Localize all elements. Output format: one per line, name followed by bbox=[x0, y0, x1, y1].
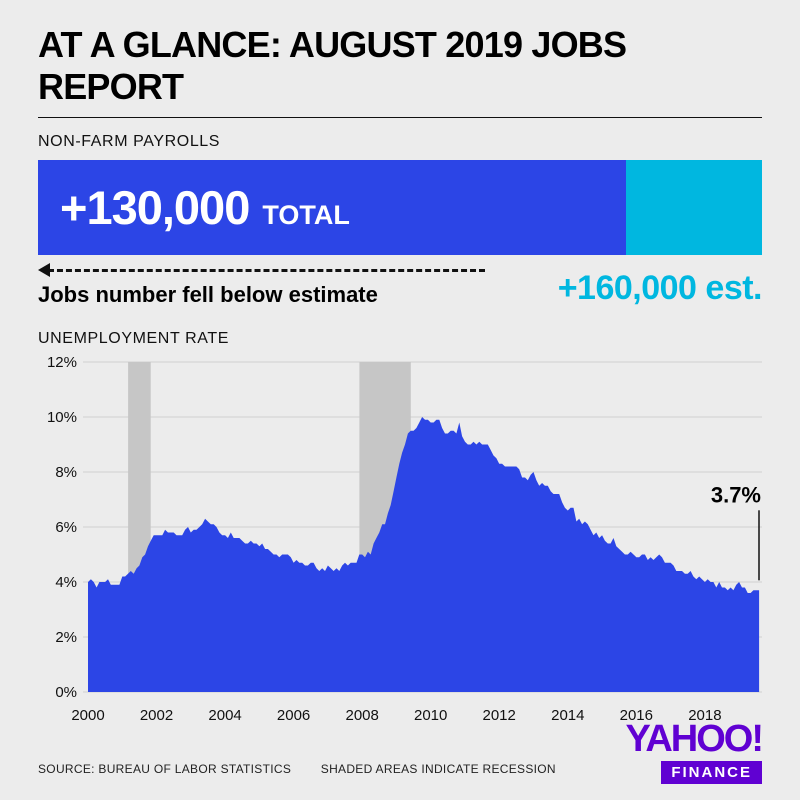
payrolls-total-word: TOTAL bbox=[262, 200, 350, 230]
annotation-label: 3.7% bbox=[711, 482, 761, 507]
unemployment-chart: 0% 2% 4% 6% 8% 10% 12% 2000 2002 2004 2006 2008 2010… bbox=[38, 354, 762, 743]
payrolls-caption: Jobs number fell below estimate bbox=[38, 282, 378, 307]
unemployment-area-chart: 0% 2% 4% 6% 8% 10% 12% 2000 2002 2004 2006 2008 2010… bbox=[47, 354, 762, 724]
y-tick-label: 4% bbox=[55, 574, 77, 591]
y-tick-label: 8% bbox=[55, 464, 77, 481]
source-text: SOURCE: BUREAU OF LABOR STATISTICS bbox=[38, 762, 292, 776]
recession-note-text: SHADED AREAS INDICATE RECESSION bbox=[320, 762, 556, 776]
payrolls-annotation-row: Jobs number fell below estimate +160,000… bbox=[38, 263, 763, 308]
left-arrow bbox=[38, 263, 485, 277]
x-tick-label: 2016 bbox=[620, 707, 653, 724]
x-tick-label: 2000 bbox=[71, 707, 104, 724]
x-tick-label: 2010 bbox=[414, 707, 447, 724]
payrolls-estimate-bar bbox=[626, 160, 762, 255]
y-tick-label: 10% bbox=[47, 409, 77, 426]
unemployment-section-label: UNEMPLOYMENT RATE bbox=[38, 330, 229, 347]
payrolls-total-value: +130,000 bbox=[60, 181, 250, 234]
payrolls-annotation-block: Jobs number fell below estimate bbox=[38, 263, 485, 308]
estimate-text: +160,000 est. bbox=[557, 269, 763, 307]
payrolls-bar: +130,000 TOTAL bbox=[38, 160, 762, 255]
y-tick-label: 0% bbox=[55, 684, 77, 701]
x-tick-label: 2002 bbox=[140, 707, 173, 724]
payrolls-bar-text: +130,000 TOTAL bbox=[60, 180, 350, 235]
yahoo-finance-logo: YAHOO! FINANCE bbox=[625, 718, 764, 784]
source-note: SOURCE: BUREAU OF LABOR STATISTICS SHADE… bbox=[38, 762, 556, 784]
payrolls-actual-bar: +130,000 TOTAL bbox=[38, 160, 627, 255]
x-tick-label: 2008 bbox=[346, 707, 379, 724]
x-tick-label: 2004 bbox=[208, 707, 241, 724]
arrow-dash-line bbox=[48, 269, 485, 272]
footer: SOURCE: BUREAU OF LABOR STATISTICS SHADE… bbox=[38, 718, 764, 784]
x-tick-label: 2012 bbox=[483, 707, 516, 724]
y-tick-label: 2% bbox=[55, 629, 77, 646]
payrolls-section-label: NON-FARM PAYROLLS bbox=[38, 133, 221, 150]
y-tick-label: 6% bbox=[55, 519, 77, 536]
title-divider bbox=[38, 117, 762, 118]
arrow-head-icon bbox=[38, 263, 50, 277]
x-tick-label: 2006 bbox=[277, 707, 310, 724]
yahoo-wordmark: YAHOO! bbox=[625, 718, 764, 760]
x-tick-label: 2018 bbox=[688, 707, 721, 724]
page-title: AT A GLANCE: AUGUST 2019 JOBS REPORT bbox=[38, 24, 627, 107]
x-tick-label: 2014 bbox=[551, 707, 584, 724]
finance-wordmark: FINANCE bbox=[661, 761, 762, 784]
area-series bbox=[88, 417, 760, 692]
y-tick-label: 12% bbox=[47, 354, 77, 371]
